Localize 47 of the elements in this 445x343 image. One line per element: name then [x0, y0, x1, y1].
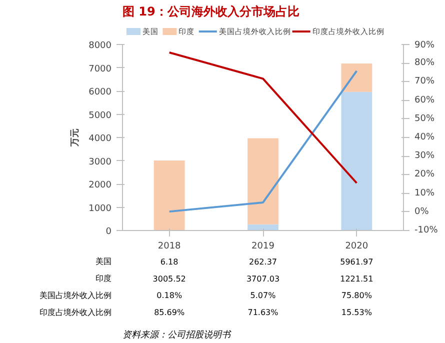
text: 美国占境外收入比例 [40, 291, 112, 300]
text: 资料来源：公司招股说明书 [122, 330, 232, 340]
chart-title: 图 19：公司海外收入分市场占比 [122, 4, 300, 18]
y-tick-label: 6000 [88, 88, 112, 98]
y2-tick-label: 30% [414, 151, 435, 162]
data-label: 85.69% [154, 308, 185, 317]
y-tick-label: 0 [106, 227, 112, 237]
x-tick-label: 2019 [252, 242, 275, 252]
data-label: 262.37 [249, 258, 278, 266]
data-label: 3707.03 [246, 274, 280, 284]
data-label: 5.07% [250, 291, 276, 300]
y2-tick-label: 50% [414, 114, 435, 124]
data-label: 71.63% [248, 308, 279, 317]
y-tick-label: 5000 [88, 110, 112, 121]
bar [341, 63, 372, 92]
bar [341, 92, 372, 230]
bar [154, 160, 185, 230]
data-label: 1221.51 [340, 274, 374, 284]
data-label: 5961.97 [340, 258, 374, 266]
y-tick-label: 2000 [88, 180, 112, 190]
y2-tick-label: 90% [414, 40, 435, 50]
text: 印度 [96, 274, 112, 283]
data-label: 6.18 [160, 258, 178, 266]
y2-tick-label: 40% [414, 132, 435, 142]
y2-tick-label: 10% [414, 188, 435, 198]
y2-tick-label: -10% [414, 226, 438, 236]
bar [248, 138, 278, 224]
x-tick-label: 2020 [345, 242, 368, 252]
y-tick-label: 7000 [88, 64, 112, 74]
y2-tick-label: 20% [414, 170, 435, 180]
y-tick-label: 3000 [88, 157, 112, 168]
y-tick-label: 1000 [88, 204, 112, 214]
y2-tick-label: 60% [414, 95, 435, 106]
y-tick-label: 4000 [88, 134, 112, 144]
data-label: 15.53% [341, 308, 372, 317]
y2-tick-label: 0% [414, 206, 430, 217]
y-tick-label: 8000 [88, 41, 112, 51]
bar [248, 224, 278, 230]
y-axis-title: 万元 [70, 128, 81, 148]
data-label: 0.18% [156, 291, 182, 300]
x-tick-label: 2018 [158, 242, 182, 252]
data-label: 3005.52 [152, 274, 186, 284]
text: 印度占境外收入比例 [40, 308, 112, 317]
text: 美国 [96, 257, 112, 266]
data-label: 75.80% [341, 291, 372, 300]
y2-tick-label: 70% [414, 76, 435, 87]
y2-tick-label: 80% [414, 58, 435, 68]
